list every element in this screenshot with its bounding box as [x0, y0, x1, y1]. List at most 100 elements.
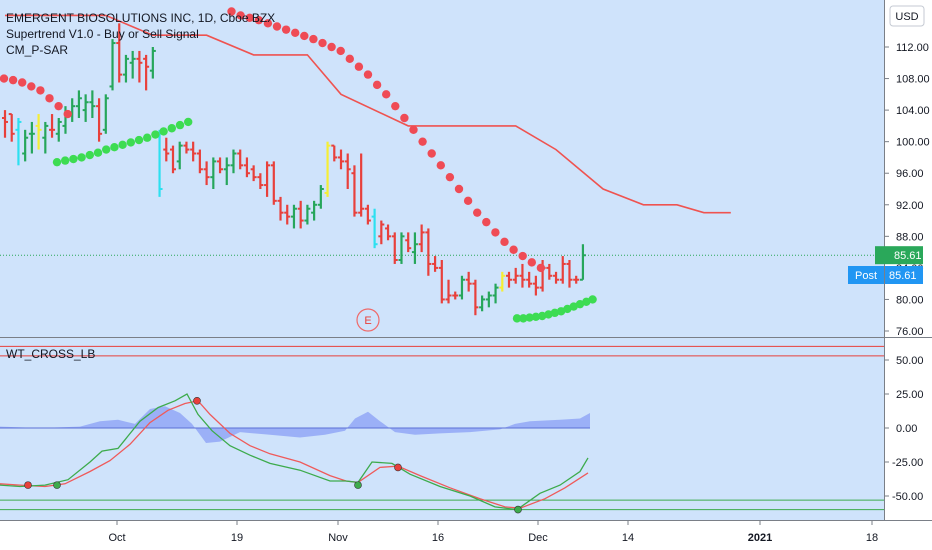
price-tick-label: 112.00: [896, 42, 929, 54]
ohlc-bar: [532, 275, 539, 296]
ohlc-bar: [364, 204, 371, 225]
ohlc-bar: [519, 263, 526, 288]
sar-dot-up: [60, 156, 70, 165]
sar-dot-down: [281, 25, 291, 34]
post-price-box: [885, 266, 923, 284]
ohlc-bar: [190, 141, 197, 162]
sar-dot-up: [159, 127, 168, 136]
ohlc-bar: [432, 256, 439, 272]
indicator-wt-cross-label[interactable]: WT_CROSS_LB: [6, 347, 96, 361]
price-tick-label: 76.00: [896, 326, 924, 338]
wt-cross-dot: [53, 481, 61, 489]
sar-dot-down: [536, 263, 546, 273]
ohlc-bar: [526, 271, 533, 288]
ohlc-bar: [378, 220, 385, 245]
sar-dot-up: [525, 313, 534, 322]
ohlc-bar: [82, 94, 89, 122]
ohlc-bars: [2, 23, 586, 316]
ohlc-bar: [351, 165, 358, 217]
sar-dot-up: [118, 140, 127, 150]
ohlc-bar: [122, 54, 129, 83]
parabolic-sar-dots: [0, 7, 597, 323]
sar-dot-up: [134, 135, 144, 145]
ohlc-bar: [445, 279, 452, 304]
sar-dot-down: [18, 78, 27, 87]
sar-dot-down: [454, 184, 464, 194]
wt-cross-dot: [514, 505, 522, 514]
sar-dot-down: [372, 80, 382, 90]
sar-dot-down: [382, 90, 391, 99]
sar-dot-down: [400, 113, 409, 123]
sar-dot-down: [27, 82, 36, 91]
ohlc-bar: [317, 185, 324, 209]
time-tick-label: 2021: [748, 532, 772, 544]
ohlc-bar: [143, 54, 150, 91]
ohlc-bar: [277, 196, 284, 221]
last-price-tag: 85.61: [875, 246, 923, 265]
time-tick-label: 19: [231, 532, 243, 544]
price-tick-label: 104.00: [896, 105, 930, 117]
sar-dot-up: [69, 154, 78, 164]
sar-dot-up: [538, 311, 547, 321]
ohlc-bar: [22, 129, 29, 162]
ohlc-bar: [553, 271, 560, 284]
symbol-title[interactable]: EMERGENT BIOSOLUTIONS INC, 1D, Cboe BZX: [6, 11, 276, 25]
indicator-psar-label[interactable]: CM_P-SAR: [6, 43, 69, 57]
time-tick-label: Oct: [108, 532, 125, 544]
ohlc-bar: [250, 165, 257, 182]
ohlc-bar: [405, 232, 412, 253]
ohlc-bar: [338, 149, 344, 170]
sar-dot-up: [582, 297, 591, 307]
ohlc-bar: [546, 263, 553, 280]
sar-dot-up: [175, 120, 185, 130]
ohlc-bar: [311, 200, 318, 221]
ohlc-bar: [418, 224, 425, 253]
sar-dot-down: [318, 38, 327, 48]
sar-dot-down: [272, 22, 282, 31]
indicator-supertrend-label[interactable]: Supertrend V1.0 - Buy or Sell Signal: [6, 27, 199, 41]
post-label: Post: [855, 270, 877, 282]
sar-dot-up: [563, 304, 572, 314]
wt-cross-dot: [354, 481, 362, 489]
sar-dot-down: [427, 149, 436, 158]
ohlc-bar: [371, 208, 378, 249]
ohlc-bar: [116, 23, 123, 83]
wt-cross-dot: [193, 396, 201, 405]
wt-cross-dot: [394, 463, 402, 472]
ohlc-bar: [290, 204, 297, 229]
ohlc-bar: [398, 232, 405, 264]
sar-dot-up: [184, 117, 193, 127]
ohlc-bar: [203, 161, 210, 186]
osc-tick-label: 0.00: [896, 423, 917, 435]
ohlc-bar: [35, 114, 42, 150]
sar-dot-down: [363, 70, 373, 79]
sar-dot-down: [509, 245, 518, 254]
time-tick-label: 14: [622, 532, 634, 544]
sar-dot-down: [409, 125, 418, 135]
ohlc-bar: [506, 271, 512, 288]
sar-dot-down: [391, 101, 400, 111]
ohlc-bar: [579, 244, 586, 281]
ohlc-bar: [492, 283, 499, 304]
sar-dot-down: [436, 161, 445, 170]
sar-dot-up: [531, 312, 541, 321]
supertrend-path: [5, 14, 731, 214]
sar-dot-up: [143, 133, 152, 142]
wt2-line: [0, 400, 589, 509]
ohlc-bar: [217, 157, 224, 174]
ohlc-bar: [297, 200, 304, 229]
ohlc-bar: [566, 260, 573, 288]
ohlc-bar: [49, 114, 56, 138]
ohlc-bar: [2, 110, 8, 138]
sar-dot-up: [151, 130, 160, 139]
ohlc-bar: [230, 149, 237, 174]
sar-dot-up: [519, 314, 528, 323]
ohlc-bar: [270, 161, 277, 205]
ohlc-bar: [499, 271, 506, 292]
currency-button[interactable]: USD: [889, 5, 925, 27]
ohlc-bar: [425, 228, 432, 276]
earnings-marker[interactable]: E: [356, 308, 380, 332]
time-tick-label: 16: [432, 532, 444, 544]
